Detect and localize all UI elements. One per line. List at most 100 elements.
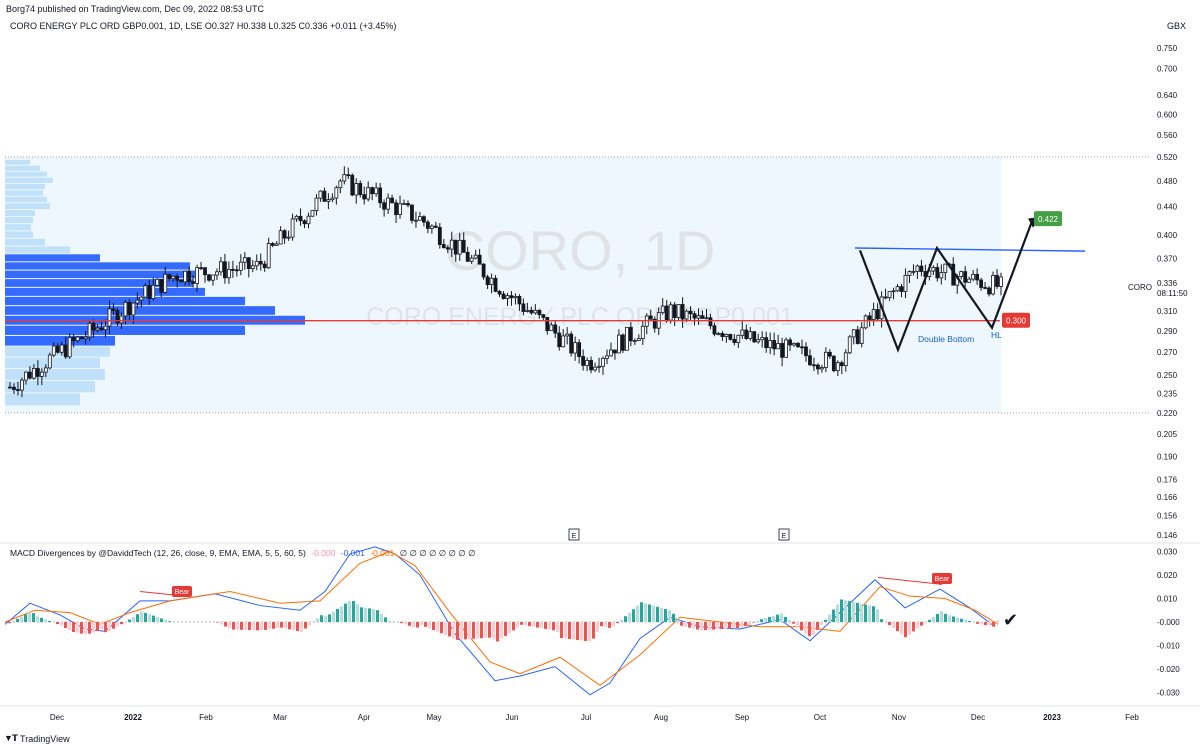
macd-histogram-bar	[720, 622, 723, 630]
macd-histogram-bar	[72, 622, 75, 632]
macd-histogram-bar	[932, 616, 935, 622]
candle-body	[831, 355, 836, 372]
candle-body	[792, 342, 796, 346]
candle-body	[298, 215, 303, 222]
macd-histogram-bar	[648, 604, 651, 622]
volume-profile-bar	[5, 238, 45, 246]
candle-body	[310, 210, 315, 217]
macd-histogram-bar	[152, 615, 155, 622]
candle-body	[632, 340, 637, 342]
candle-body	[386, 197, 390, 210]
candle-body	[294, 215, 299, 220]
candle-body	[306, 215, 311, 225]
macd-histogram-bar	[352, 601, 355, 622]
candle-body	[716, 333, 721, 335]
time-label: Oct	[814, 713, 827, 722]
macd-histogram-bar	[276, 622, 279, 629]
macd-histogram-bar	[108, 622, 111, 632]
macd-histogram-bar	[744, 622, 747, 626]
candle-body	[211, 274, 215, 281]
macd-histogram-bar	[692, 622, 695, 629]
macd-legend[interactable]: MACD Divergences by @DaviddTech (12, 26,…	[10, 548, 475, 559]
time-label: Jul	[581, 713, 591, 722]
macd-histogram-bar	[936, 614, 939, 622]
earnings-marker-box	[778, 528, 790, 541]
volume-profile-bar	[5, 224, 31, 231]
macd-histogram-bar	[400, 622, 403, 624]
candle-body	[127, 301, 132, 316]
candle-body	[780, 343, 785, 358]
macd-histogram-bar	[348, 600, 351, 622]
double-bottom-pattern	[858, 220, 1034, 353]
candle-body	[648, 315, 653, 320]
price-tick: 0.270	[1157, 348, 1178, 357]
candle-body	[748, 331, 753, 339]
candle-body	[20, 379, 24, 391]
candle-body	[67, 337, 72, 358]
macd-histogram-bar	[920, 622, 923, 626]
candle-body	[975, 273, 980, 281]
macd-histogram-bar	[796, 622, 799, 628]
macd-name: MACD Divergences by @DaviddTech (12, 26,…	[10, 548, 306, 558]
symbol-legend[interactable]: CORO ENERGY PLC ORD GBP0.001, 1D, LSE O0…	[10, 21, 397, 31]
earnings-marker: E	[572, 533, 577, 540]
candle-body	[760, 337, 765, 341]
candle-body	[465, 252, 470, 262]
tv-brand: TradingView	[20, 733, 70, 744]
time-label: Jun	[506, 713, 519, 722]
volume-profile-bar	[5, 335, 115, 346]
macd-histogram-bar	[532, 622, 535, 627]
macd-histogram-bar	[664, 609, 667, 622]
macd-tick: 0.020	[1157, 571, 1178, 580]
candle-body	[919, 265, 924, 272]
macd-histogram-bar	[976, 622, 979, 624]
price-tick: 0.190	[1157, 453, 1178, 462]
candle-body	[410, 204, 414, 221]
macd-histogram-bar	[616, 622, 619, 624]
macd-histogram-bar	[700, 622, 703, 631]
candle-body	[230, 268, 235, 271]
macd-histogram-bar	[984, 622, 987, 626]
macd-histogram-bar	[564, 622, 567, 639]
candle-body	[911, 270, 916, 273]
macd-histogram-bar	[320, 615, 323, 622]
candle-body	[469, 257, 474, 262]
candle-body	[354, 183, 359, 196]
candle-body	[103, 325, 108, 331]
candle-body	[87, 322, 92, 338]
candle-body	[907, 271, 912, 276]
macd-histogram-bar	[904, 622, 907, 638]
double-bottom-text: Double Bottom	[918, 334, 974, 344]
macd-histogram-bar	[68, 622, 71, 631]
time-label: Feb	[1125, 713, 1139, 722]
macd-tick: -0.030	[1157, 688, 1180, 697]
candle-body	[358, 183, 363, 196]
macd-histogram-bar	[376, 610, 379, 622]
macd-histogram-bar	[556, 622, 559, 633]
candle-body	[676, 304, 681, 318]
candle-body	[16, 389, 20, 391]
candle-body	[135, 299, 140, 304]
macd-tick: -0.020	[1157, 665, 1180, 674]
macd-histogram-bar	[528, 622, 531, 627]
candle-body	[238, 261, 243, 271]
macd-histogram-bar	[732, 622, 735, 629]
macd-histogram-bar	[580, 622, 583, 641]
macd-histogram-bar	[116, 622, 119, 627]
price-tick: 0.176	[1157, 475, 1178, 484]
macd-histogram-bar	[828, 614, 831, 622]
macd-val2: -0.001	[340, 548, 365, 558]
candle-body	[441, 244, 446, 249]
volume-profile-bar	[5, 171, 47, 177]
macd-histogram-bar	[504, 622, 507, 636]
candle-body	[999, 276, 1003, 287]
tradingview-logo[interactable]: ▼𝗧 TradingView	[4, 733, 70, 744]
candle-body	[700, 315, 705, 319]
candle-body	[151, 284, 156, 299]
candle-body	[489, 277, 494, 286]
volume-profile-bar	[5, 183, 45, 190]
candle-body	[991, 275, 995, 295]
macd-histogram-bar	[772, 615, 775, 622]
macd-histogram-bar	[272, 622, 275, 629]
